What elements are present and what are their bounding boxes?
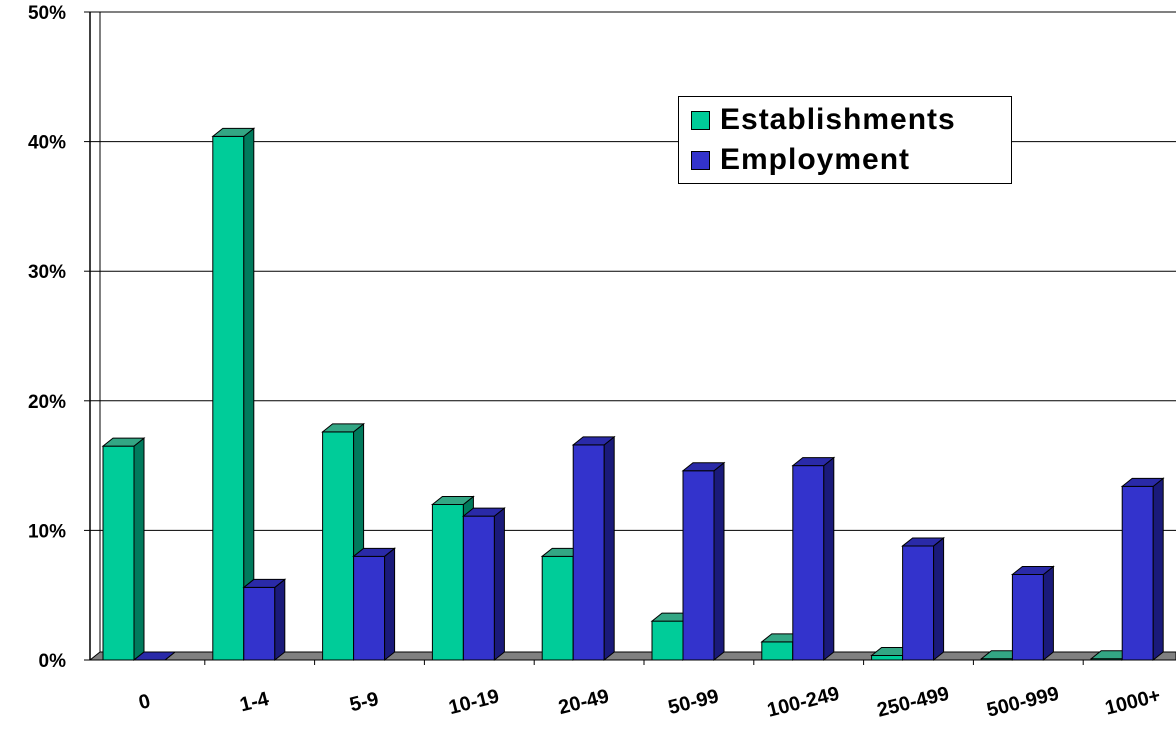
bar-establishments-front (651, 620, 684, 661)
bar-employment-side (493, 507, 505, 662)
y-tick-label: 30% (28, 262, 66, 283)
legend-item-employment: Employment (691, 143, 910, 177)
bar-establishments-front (322, 431, 355, 661)
bar-employment-front (1011, 573, 1044, 661)
bar-establishments-front (871, 654, 904, 661)
bar-employment-top (791, 457, 836, 467)
x-tick-label: 100-249 (765, 683, 842, 722)
bar-employment-top (352, 547, 397, 557)
legend-label-employment: Employment (720, 143, 911, 176)
x-tick-label: 5-9 (347, 688, 380, 716)
bar-employment-side (933, 536, 945, 662)
legend-swatch-employment (691, 150, 710, 170)
bar-employment-top (571, 436, 616, 446)
bar-employment-front (353, 555, 386, 661)
x-tick-label: 0 (136, 690, 152, 714)
legend: Establishments Employment (678, 96, 1012, 184)
bar-establishments-top (101, 437, 146, 447)
bar-establishments-front (761, 641, 794, 661)
y-tick-label: 0% (39, 651, 67, 672)
legend-item-establishments: Establishments (691, 103, 956, 137)
bar-establishments-front (102, 445, 135, 661)
bar-establishments-side (133, 437, 145, 662)
bar-employment-side (603, 435, 615, 662)
bar-employment-front (243, 586, 276, 661)
bar-employment-top (242, 578, 287, 588)
bar-employment-side (384, 547, 396, 662)
bar-employment-front (682, 470, 715, 661)
x-tick-label: 1-4 (238, 688, 272, 717)
bar-establishments-top (430, 495, 475, 505)
bar-employment-top (1010, 565, 1055, 575)
y-tick-label: 50% (28, 3, 66, 24)
y-tick-label: 10% (28, 521, 66, 542)
bar-establishments-front (212, 135, 245, 661)
x-tick-label: 50-99 (666, 685, 721, 719)
bar-employment-top (901, 537, 946, 547)
bar-employment-top (1120, 477, 1165, 487)
legend-swatch-establishments (691, 110, 710, 130)
bar-establishments-top (211, 127, 256, 137)
y-tick-label: 40% (28, 133, 66, 154)
bar-employment-side (713, 461, 725, 662)
bar-employment-side (1152, 477, 1164, 662)
bar-establishments-front (541, 555, 574, 661)
bar-employment-top (681, 462, 726, 472)
x-tick-label: 1000+ (1103, 685, 1163, 720)
bar-employment-side (1042, 565, 1054, 662)
x-tick-label: 10-19 (446, 685, 501, 719)
bar-employment-side (823, 456, 835, 662)
bar-employment-front (572, 444, 605, 661)
bar-employment-front (792, 465, 825, 661)
bar-employment-top (461, 507, 506, 517)
legend-label-establishments: Establishments (720, 103, 956, 136)
bar-employment-top (132, 651, 177, 661)
bar-employment-side (274, 578, 286, 662)
bar-employment-front (1121, 485, 1154, 661)
x-tick-label: 500-999 (985, 683, 1062, 722)
x-tick-label: 20-49 (556, 685, 611, 719)
y-tick-label: 20% (28, 392, 66, 413)
bar-establishments-front (431, 503, 464, 661)
bar-establishments-top (321, 423, 366, 433)
bar-employment-front (462, 515, 495, 661)
bar-employment-front (902, 545, 935, 661)
x-tick-label: 250-499 (875, 683, 952, 722)
